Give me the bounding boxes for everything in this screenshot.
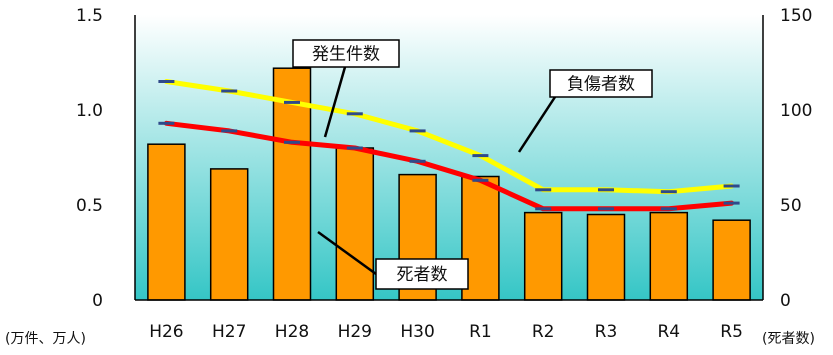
bar-H26 <box>147 143 186 301</box>
x-tick-label: R3 <box>595 322 618 342</box>
x-tick-label: R1 <box>469 322 492 342</box>
bar-R3 <box>586 213 626 301</box>
bar-H29 <box>335 147 375 301</box>
point-shisha-R3 <box>598 207 614 211</box>
callout-box-hassei <box>292 39 400 68</box>
point-fushou-H28 <box>284 100 300 104</box>
bar-H27 <box>209 168 249 301</box>
point-shisha-H30 <box>409 159 426 163</box>
x-tick-label: H28 <box>275 322 309 342</box>
point-shisha-H29 <box>346 146 363 150</box>
x-tick-label: H26 <box>149 322 183 342</box>
x-tick-label: H27 <box>212 322 246 342</box>
left-tick-label: 1.0 <box>76 101 103 121</box>
left-tick-label: 0.5 <box>76 196 103 216</box>
point-shisha-R5 <box>723 201 740 205</box>
point-shisha-H26 <box>158 121 175 125</box>
x-tick-label: H29 <box>338 322 372 342</box>
x-tick-label: R4 <box>657 322 680 342</box>
point-shisha-R2 <box>535 207 552 211</box>
point-shisha-H28 <box>284 140 300 144</box>
callout-label-shisha: 死者数 <box>397 265 448 285</box>
series-line-shisha <box>163 120 735 212</box>
callout-box-shisha <box>375 258 469 290</box>
bar-R2 <box>523 211 563 301</box>
point-shisha-R1 <box>472 178 489 182</box>
x-tick-label: H30 <box>400 322 434 342</box>
bar-R5 <box>712 219 751 301</box>
point-fushou-R5 <box>723 184 740 188</box>
point-fushou-H30 <box>409 129 426 133</box>
callout-leader-fushou <box>517 96 557 153</box>
right-tick-label: 0 <box>780 291 791 311</box>
series-line-fushou <box>163 79 735 195</box>
left-tick-label: 1.5 <box>76 6 103 26</box>
right-tick-label: 150 <box>780 6 812 26</box>
callout-leader-hassei <box>323 66 347 138</box>
left-axis-unit-label: (万件、万人) <box>5 331 86 347</box>
point-fushou-R4 <box>660 190 677 194</box>
point-shisha-H27 <box>221 129 238 133</box>
left-tick-label: 0 <box>92 291 103 311</box>
point-fushou-H27 <box>221 89 238 93</box>
x-tick-label: R5 <box>720 322 743 342</box>
point-fushou-R3 <box>598 188 614 192</box>
callout-leader-shisha <box>317 230 377 276</box>
callout-box-fushou <box>549 69 653 98</box>
point-fushou-H26 <box>158 80 175 83</box>
right-tick-label: 50 <box>780 196 802 216</box>
right-tick-label: 100 <box>780 101 812 121</box>
callout-label-hassei: 発生件数 <box>312 45 380 65</box>
point-fushou-R1 <box>472 154 489 158</box>
point-shisha-R4 <box>660 207 677 211</box>
callout-label-fushou: 負傷者数 <box>567 75 635 95</box>
point-fushou-H29 <box>346 112 363 116</box>
point-fushou-R2 <box>535 188 552 192</box>
bar-R4 <box>649 211 689 301</box>
right-axis-unit-label: (死者数) <box>762 331 815 347</box>
x-tick-label: R2 <box>532 322 555 342</box>
